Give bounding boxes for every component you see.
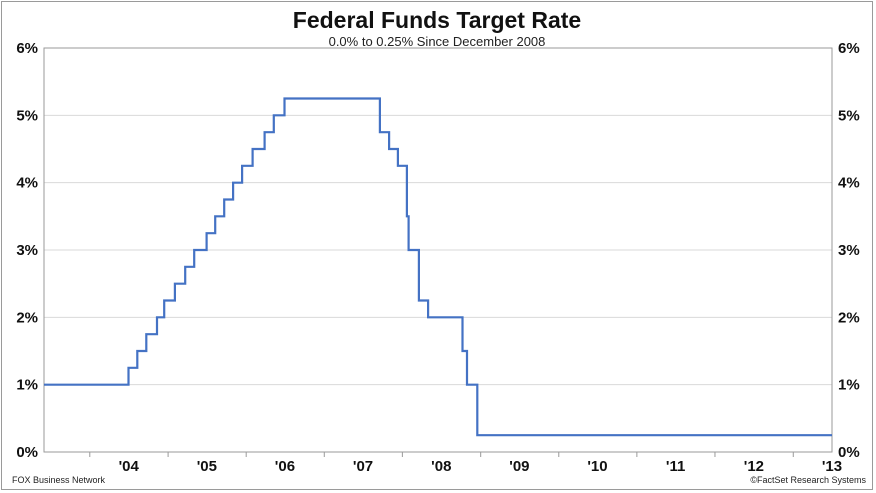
- x-tick-label: '10: [587, 458, 607, 475]
- y-tick-label-right: 2%: [838, 309, 860, 326]
- plot-area: [43, 47, 833, 453]
- x-tick-label: '06: [275, 458, 295, 475]
- x-tick-label: '05: [197, 458, 217, 475]
- y-tick-label-right: 6%: [838, 40, 860, 57]
- y-tick-label-right: 1%: [838, 377, 860, 394]
- footer-source-left: FOX Business Network: [12, 475, 106, 485]
- footer-source-right: ©FactSet Research Systems: [750, 475, 866, 485]
- y-tick-label-right: 0%: [838, 444, 860, 461]
- y-tick-label-left: 2%: [16, 309, 38, 326]
- x-tick-label: '12: [744, 458, 764, 475]
- y-tick-label-left: 4%: [16, 175, 38, 192]
- y-tick-label-left: 3%: [16, 242, 38, 259]
- x-tick-label: '11: [666, 458, 685, 475]
- chart-subtitle: 0.0% to 0.25% Since December 2008: [329, 34, 546, 49]
- y-tick-label-left: 5%: [16, 107, 38, 124]
- y-axis-right: 0% 1% 2% 3% 4% 5% 6%: [838, 40, 860, 461]
- y-tick-label-right: 3%: [838, 242, 860, 259]
- y-tick-label-right: 5%: [838, 107, 860, 124]
- series-layer: [44, 97, 832, 437]
- x-tick-label: '07: [353, 458, 373, 475]
- x-tick-label: '04: [119, 458, 140, 475]
- x-tick-label: '09: [509, 458, 529, 475]
- x-tick-label: '13: [822, 458, 842, 475]
- x-axis: '04 '05 '06 '07 '08 '09 '10 '11 '12 '13: [89, 452, 842, 475]
- chart-title: Federal Funds Target Rate: [293, 7, 581, 33]
- y-tick-label-left: 6%: [16, 40, 38, 57]
- y-tick-label-right: 4%: [838, 175, 860, 192]
- gridlines: [44, 114, 832, 386]
- y-tick-label-left: 1%: [16, 377, 38, 394]
- x-tick-label: '08: [431, 458, 451, 475]
- y-tick-label-left: 0%: [16, 444, 38, 461]
- series-line: [44, 97, 832, 437]
- y-axis-left: 0% 1% 2% 3% 4% 5% 6%: [16, 40, 38, 461]
